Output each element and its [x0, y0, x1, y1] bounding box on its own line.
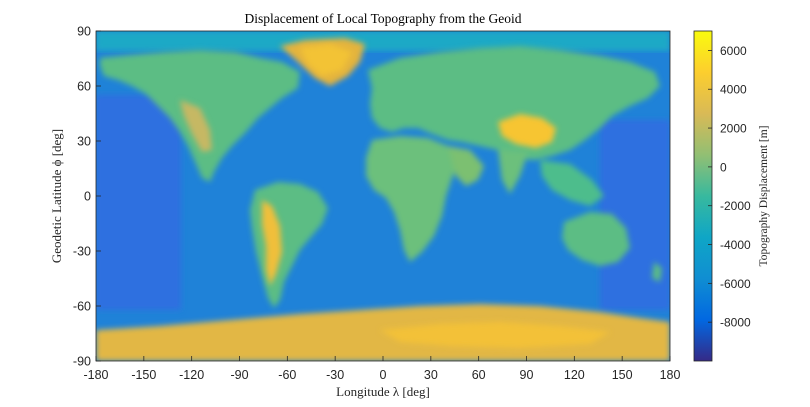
y-tick-label: 30 [77, 135, 91, 149]
deep-ocean-pacific-west [96, 95, 181, 310]
y-tick-label: 90 [77, 25, 91, 39]
y-tick-label: -60 [73, 300, 91, 314]
australia [562, 212, 630, 266]
y-tick-label: 60 [77, 80, 91, 94]
chart-title: Displacement of Local Topography from th… [245, 11, 522, 26]
x-tick-label: -90 [230, 368, 248, 382]
y-tick-label: -30 [73, 245, 91, 259]
y-axis: 90 60 30 0 -30 -60 -90 [73, 25, 101, 369]
southeast-asia [540, 160, 604, 206]
africa [366, 136, 460, 262]
east-antarctic-plateau [380, 322, 610, 348]
x-tick-label: -180 [83, 368, 108, 382]
x-tick-label: -60 [278, 368, 296, 382]
colorbar-ticks: 6000 4000 2000 0 -2000 -4000 -6000 -8000 [708, 44, 751, 330]
x-tick-label: 90 [520, 368, 534, 382]
x-tick-label: 0 [380, 368, 387, 382]
colorbar-tick-label: -6000 [720, 277, 751, 291]
colorbar-tick-label: 0 [720, 160, 727, 174]
x-tick-label: 120 [564, 368, 585, 382]
new-zealand [652, 262, 662, 282]
colorbar-tick-label: -8000 [720, 316, 751, 330]
x-tick-label: 60 [472, 368, 486, 382]
plot-area [96, 31, 670, 361]
colorbar-label: Topography Displacement [m] [758, 126, 770, 267]
colorbar-tick-label: -4000 [720, 238, 751, 252]
rocky-mountains [180, 100, 212, 152]
greenland-summit [300, 44, 352, 76]
colorbar-tick-label: 2000 [720, 122, 747, 136]
y-tick-label: 0 [84, 190, 91, 204]
x-tick-label: -120 [179, 368, 204, 382]
colorbar-gradient [693, 30, 713, 362]
x-tick-label: 150 [612, 368, 633, 382]
y-axis-label: Geodetic Latitude ϕ [deg] [49, 129, 64, 263]
x-axis-label: Longitude λ [deg] [336, 384, 430, 399]
y-tick-label: -90 [73, 355, 91, 369]
x-axis: -180 -150 -120 -90 -60 -30 0 30 60 90 120 150 180 [83, 356, 680, 382]
colorbar: 6000 4000 2000 0 -2000 -4000 -6000 -8000 Topogr… [693, 30, 770, 362]
colorbar-tick-label: 4000 [720, 83, 747, 97]
india [498, 150, 528, 194]
x-tick-label: 180 [660, 368, 681, 382]
arabia [448, 146, 484, 186]
x-tick-label: -150 [131, 368, 156, 382]
europe-asia [368, 46, 660, 160]
andes [262, 200, 282, 286]
arctic-shelf [96, 31, 670, 51]
high-elevation [180, 44, 610, 348]
colorbar-tick-label: 6000 [720, 44, 747, 58]
x-tick-label: -30 [326, 368, 344, 382]
colorbar-tick-label: -2000 [720, 199, 751, 213]
x-tick-label: 30 [424, 368, 438, 382]
tibetan-plateau [498, 114, 556, 148]
